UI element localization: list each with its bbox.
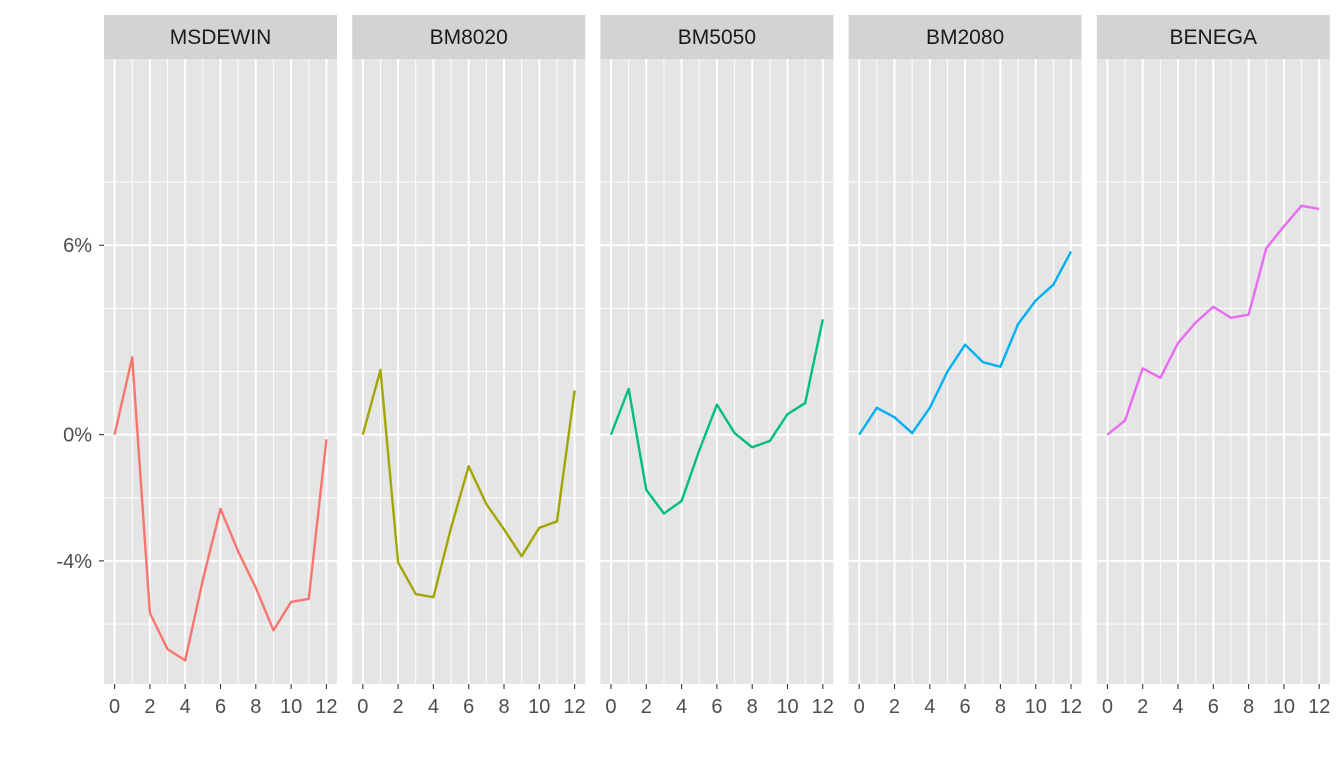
- x-tick-label: 2: [641, 696, 652, 718]
- x-tick-label: 4: [676, 696, 687, 718]
- x-tick-label: 10: [1273, 696, 1295, 718]
- facet-strip-label: BM8020: [430, 26, 508, 49]
- x-tick-label: 0: [1102, 696, 1113, 718]
- x-tick-label: 12: [1308, 696, 1330, 718]
- y-axis: -4% 0% 6%: [56, 235, 104, 573]
- x-tick-label: 4: [1172, 696, 1183, 718]
- x-tick-label: 2: [889, 696, 900, 718]
- x-tick-label: 8: [250, 696, 261, 718]
- x-tick-label: 8: [995, 696, 1006, 718]
- x-tick-label: 12: [1060, 696, 1082, 718]
- x-tick-label: 6: [711, 696, 722, 718]
- x-tick-label: 0: [605, 696, 616, 718]
- x-tick-label: 4: [924, 696, 935, 718]
- facet-panel-msdewin: MSDEWIN 0 2 4 6 8 10 12: [104, 15, 338, 718]
- x-tick-label: 2: [1137, 696, 1148, 718]
- x-tick-label: 8: [1243, 696, 1254, 718]
- x-tick-label: 6: [1208, 696, 1219, 718]
- facet-panel-bm5050: BM5050 0 2 4 6 8 10 12: [600, 15, 834, 718]
- x-tick-label: 2: [393, 696, 404, 718]
- x-tick-label: 2: [144, 696, 155, 718]
- facet-strip-label: MSDEWIN: [170, 26, 272, 49]
- facet-panel-benega: BENEGA 0 2 4 6 8 10 12: [1096, 15, 1330, 718]
- x-tick-label: 0: [357, 696, 368, 718]
- x-tick-label: 10: [776, 696, 798, 718]
- facet-strip: [848, 15, 1082, 59]
- x-tick-label: 10: [528, 696, 550, 718]
- facet-panel-bm2080: BM2080 0 2 4 6 8 10 12: [848, 15, 1082, 718]
- x-tick-label: 12: [315, 696, 337, 718]
- facet-panels: MSDEWIN 0 2 4 6 8 10 12 BM8020 0 2 4 6 8 10 12 BM5050 0 2 4…: [104, 15, 1330, 718]
- x-tick-label: 0: [854, 696, 865, 718]
- facet-strip: [600, 15, 834, 59]
- facet-strip-label: BENEGA: [1170, 26, 1258, 49]
- series-line-msdewin: [113, 356, 328, 662]
- y-tick-label: -4%: [56, 551, 92, 573]
- series-line-benega: [1106, 204, 1320, 436]
- facet-panel-bm8020: BM8020 0 2 4 6 8 10 12: [352, 15, 586, 718]
- x-tick-label: 6: [215, 696, 226, 718]
- x-tick-label: 10: [1025, 696, 1047, 718]
- series-line-bm2080: [858, 250, 1073, 436]
- series-line-bm5050: [609, 319, 824, 515]
- y-tick-label: 6%: [63, 235, 92, 257]
- x-tick-label: 8: [747, 696, 758, 718]
- series-line-bm8020: [361, 368, 576, 599]
- facet-strip-label: BM2080: [926, 26, 1004, 49]
- x-tick-label: 10: [280, 696, 302, 718]
- x-tick-label: 0: [109, 696, 120, 718]
- facet-strip: [104, 15, 337, 59]
- x-tick-label: 6: [960, 696, 971, 718]
- x-tick-label: 8: [498, 696, 509, 718]
- x-tick-label: 6: [463, 696, 474, 718]
- x-tick-label: 4: [428, 696, 439, 718]
- x-tick-label: 12: [563, 696, 585, 718]
- x-tick-label: 12: [812, 696, 834, 718]
- x-tick-label: 4: [180, 696, 191, 718]
- facet-strip-label: BM5050: [678, 26, 756, 49]
- facet-strip: [352, 15, 586, 59]
- y-tick-label: 0%: [63, 425, 92, 447]
- facet-strip: [1096, 15, 1330, 59]
